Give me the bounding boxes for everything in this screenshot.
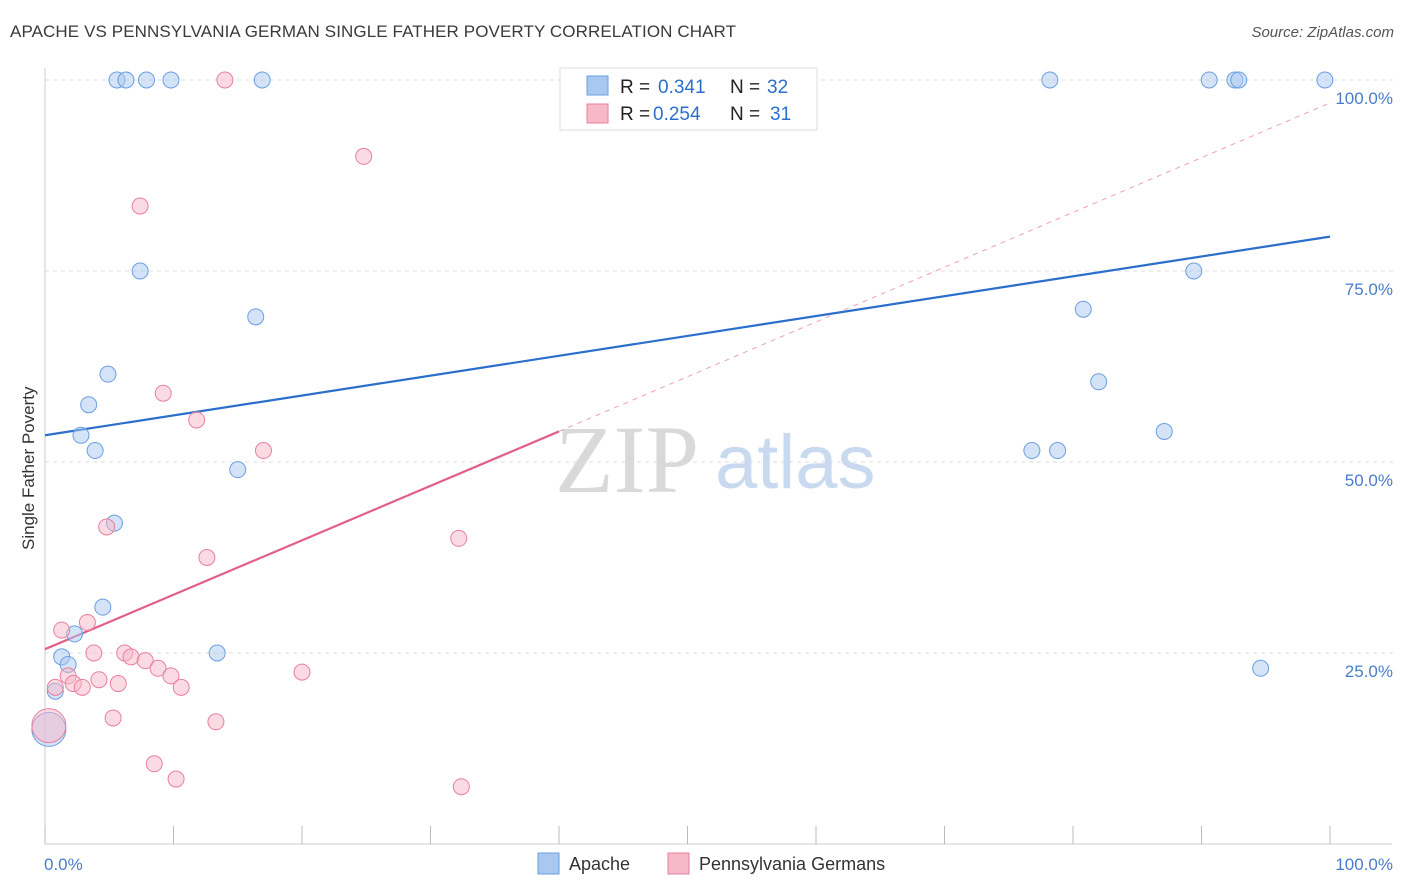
point-apache-7 bbox=[86, 442, 104, 460]
bottom-label-pa-german: Pennsylvania Germans bbox=[699, 854, 885, 874]
point-apache-12 bbox=[117, 71, 135, 89]
stats-legend: R = 0.341 N = 32 R = 0.254 N = 31 bbox=[559, 67, 818, 131]
point-pa-german-26 bbox=[254, 442, 272, 460]
watermark: ZIP atlas bbox=[555, 406, 876, 513]
bottom-swatch-pa-german bbox=[667, 852, 690, 875]
point-pa-german-14 bbox=[131, 197, 149, 215]
point-pa-german-8 bbox=[90, 671, 108, 689]
x-tick-label-min: 0.0% bbox=[44, 855, 83, 874]
point-apache-25 bbox=[1155, 422, 1173, 440]
point-apache-23 bbox=[1074, 300, 1092, 318]
point-apache-31 bbox=[1316, 71, 1334, 89]
point-apache-30 bbox=[1252, 659, 1270, 677]
point-pa-german-0 bbox=[31, 708, 67, 744]
legend-r-value-apache: 0.341 bbox=[658, 77, 706, 98]
point-apache-15 bbox=[162, 71, 180, 89]
point-pa-german-16 bbox=[145, 755, 163, 773]
source-note: Source: ZipAtlas.com bbox=[1251, 24, 1394, 41]
point-pa-german-18 bbox=[154, 384, 172, 402]
point-pa-german-9 bbox=[98, 518, 116, 536]
trend-lines bbox=[44, 102, 1331, 651]
watermark-atlas: atlas bbox=[715, 420, 876, 505]
series-legend: Apache Pennsylvania Germans bbox=[537, 852, 885, 875]
point-apache-16 bbox=[208, 644, 226, 662]
point-pa-german-1 bbox=[46, 678, 64, 696]
point-pa-german-5 bbox=[73, 678, 91, 696]
x-tick-label-max: 100.0% bbox=[1335, 855, 1393, 874]
legend-n-label-apache: N = bbox=[730, 77, 760, 98]
point-apache-6 bbox=[80, 396, 98, 414]
trend-extension-1 bbox=[558, 102, 1331, 432]
legend-n-value-apache: 32 bbox=[767, 77, 788, 98]
point-pa-german-2 bbox=[53, 621, 71, 639]
trend-line-pa-german bbox=[44, 430, 560, 651]
legend-r-label-pa-german: R = bbox=[620, 104, 650, 125]
point-pa-german-21 bbox=[172, 678, 190, 696]
chart-title: APACHE VS PENNSYLVANIA GERMAN SINGLE FAT… bbox=[10, 22, 737, 41]
point-pa-german-15 bbox=[136, 652, 154, 670]
point-pa-german-11 bbox=[109, 675, 127, 693]
point-pa-german-17 bbox=[149, 659, 167, 677]
point-pa-german-19 bbox=[162, 667, 180, 685]
y-axis-label: Single Father Poverty bbox=[19, 386, 38, 550]
point-pa-german-28 bbox=[355, 147, 373, 165]
y-tick-label-50: 50.0% bbox=[1345, 471, 1393, 490]
y-tick-label-100: 100.0% bbox=[1335, 89, 1393, 108]
point-apache-9 bbox=[99, 365, 117, 383]
grid-lines bbox=[45, 79, 1395, 654]
point-apache-18 bbox=[247, 308, 265, 326]
point-pa-german-30 bbox=[452, 778, 470, 796]
point-apache-13 bbox=[131, 262, 149, 280]
point-pa-german-13 bbox=[122, 648, 140, 666]
point-pa-german-29 bbox=[450, 529, 468, 547]
point-apache-21 bbox=[1041, 71, 1059, 89]
point-pa-german-22 bbox=[188, 411, 206, 429]
y-tick-label-25: 25.0% bbox=[1345, 662, 1393, 681]
point-apache-14 bbox=[138, 71, 156, 89]
legend-swatch-apache bbox=[586, 75, 609, 96]
point-apache-17 bbox=[229, 461, 247, 479]
point-apache-24 bbox=[1090, 373, 1108, 391]
point-apache-29 bbox=[1230, 71, 1248, 89]
point-apache-27 bbox=[1200, 71, 1218, 89]
data-points bbox=[31, 71, 1334, 796]
point-pa-german-25 bbox=[216, 71, 234, 89]
point-pa-german-27 bbox=[293, 663, 311, 681]
trend-line-apache bbox=[44, 235, 1331, 437]
point-apache-22 bbox=[1049, 442, 1067, 460]
bottom-swatch-apache bbox=[537, 852, 560, 875]
point-apache-26 bbox=[1185, 262, 1203, 280]
point-apache-19 bbox=[253, 71, 271, 89]
legend-r-value-pa-german: 0.254 bbox=[653, 104, 701, 125]
legend-n-label-pa-german: N = bbox=[730, 104, 760, 125]
y-tick-label-75: 75.0% bbox=[1345, 280, 1393, 299]
point-pa-german-6 bbox=[78, 613, 96, 631]
legend-r-label-apache: R = bbox=[620, 77, 650, 98]
point-apache-20 bbox=[1023, 442, 1041, 460]
legend-swatch-pa-german bbox=[586, 103, 609, 124]
point-apache-5 bbox=[72, 426, 90, 444]
point-pa-german-7 bbox=[85, 644, 103, 662]
point-pa-german-10 bbox=[104, 709, 122, 727]
watermark-zip: ZIP bbox=[555, 406, 699, 513]
bottom-label-apache: Apache bbox=[569, 854, 630, 874]
point-pa-german-20 bbox=[167, 770, 185, 788]
point-pa-german-24 bbox=[207, 713, 225, 731]
point-pa-german-23 bbox=[198, 549, 216, 566]
legend-n-value-pa-german: 31 bbox=[770, 104, 791, 125]
point-apache-8 bbox=[94, 598, 112, 616]
